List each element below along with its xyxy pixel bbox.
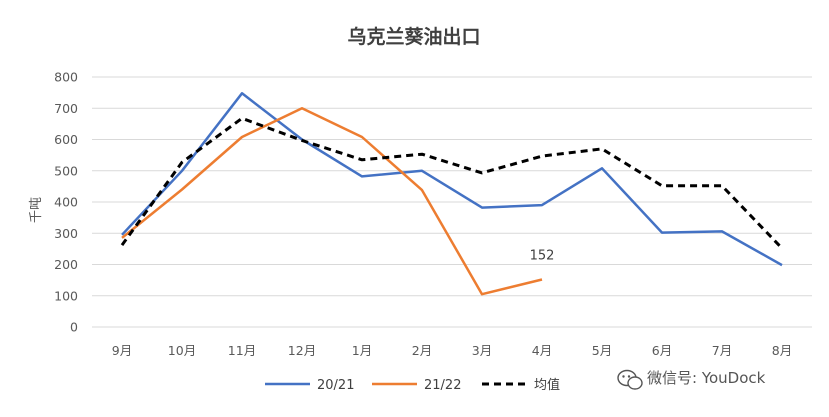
y-tick-label: 600: [54, 132, 78, 147]
wechat-icon: [617, 369, 643, 390]
chart-title: 乌克兰葵油出口: [347, 25, 480, 48]
y-tick-label: 800: [54, 70, 78, 85]
y-tick-label: 0: [70, 320, 78, 335]
x-tick-label: 11月: [228, 343, 256, 358]
series-line-1: [121, 107, 543, 296]
y-tick-label: 500: [54, 163, 78, 178]
x-tick-label: 6月: [652, 343, 672, 358]
x-tick-label: 4月: [532, 343, 552, 358]
series-lines: [120, 92, 784, 296]
legend-label: 均值: [534, 377, 560, 393]
y-tick-label: 100: [54, 288, 78, 303]
series-line-2: [120, 116, 784, 250]
x-tick-label: 3月: [472, 343, 492, 358]
y-axis-label: 千吨: [29, 197, 44, 223]
x-tick-label: 8月: [772, 343, 792, 358]
y-axis: 0 100 200 300 400 500 600 700 800: [54, 70, 78, 335]
y-tick-label: 200: [54, 257, 78, 272]
legend-label: 20/21: [317, 378, 354, 393]
x-tick-label: 9月: [112, 343, 132, 358]
y-tick-label: 300: [54, 226, 78, 241]
x-tick-label: 2月: [412, 343, 432, 358]
legend-label: 21/22: [424, 378, 461, 393]
annotations: 152: [530, 249, 555, 264]
watermark: 微信号: YouDock: [617, 369, 766, 390]
watermark-text: 微信号: YouDock: [647, 369, 766, 387]
legend: 20/21 21/22 均值: [265, 377, 560, 393]
grid-lines: [92, 76, 812, 328]
x-tick-label: 10月: [168, 343, 196, 358]
series-line-0: [121, 92, 783, 267]
y-tick-label: 400: [54, 195, 78, 210]
x-axis: 9月 10月 11月 12月 1月 2月 3月 4月 5月 6月 7月 8月: [112, 343, 792, 358]
x-tick-label: 7月: [712, 343, 732, 358]
y-tick-label: 700: [54, 101, 78, 116]
x-tick-label: 5月: [592, 343, 612, 358]
x-tick-label: 1月: [352, 343, 372, 358]
data-label: 152: [530, 249, 555, 264]
x-tick-label: 12月: [288, 343, 316, 358]
